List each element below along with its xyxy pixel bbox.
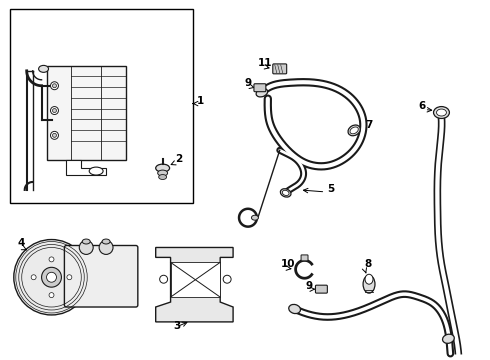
Ellipse shape bbox=[256, 89, 268, 97]
Circle shape bbox=[52, 109, 56, 113]
Circle shape bbox=[52, 133, 56, 137]
Ellipse shape bbox=[102, 239, 110, 244]
Ellipse shape bbox=[350, 127, 358, 134]
Ellipse shape bbox=[348, 125, 360, 136]
Circle shape bbox=[99, 240, 113, 255]
Circle shape bbox=[14, 239, 89, 315]
Ellipse shape bbox=[434, 107, 449, 118]
Ellipse shape bbox=[437, 109, 446, 116]
Ellipse shape bbox=[363, 275, 375, 293]
Circle shape bbox=[42, 267, 61, 287]
Ellipse shape bbox=[251, 215, 258, 220]
Polygon shape bbox=[66, 160, 106, 175]
Ellipse shape bbox=[280, 189, 291, 197]
Ellipse shape bbox=[282, 190, 289, 195]
Circle shape bbox=[47, 272, 56, 282]
Ellipse shape bbox=[365, 274, 373, 284]
Text: 1: 1 bbox=[196, 96, 204, 105]
Text: 11: 11 bbox=[258, 58, 272, 68]
Circle shape bbox=[160, 275, 168, 283]
Ellipse shape bbox=[158, 170, 168, 176]
Circle shape bbox=[49, 257, 54, 262]
FancyBboxPatch shape bbox=[254, 84, 266, 92]
Circle shape bbox=[31, 275, 36, 280]
Circle shape bbox=[223, 275, 231, 283]
Circle shape bbox=[50, 131, 58, 139]
Text: 9: 9 bbox=[244, 78, 251, 88]
Text: 8: 8 bbox=[364, 259, 371, 269]
Ellipse shape bbox=[289, 305, 300, 314]
FancyBboxPatch shape bbox=[316, 285, 327, 293]
Circle shape bbox=[50, 107, 58, 114]
Text: 3: 3 bbox=[173, 321, 181, 331]
Text: 7: 7 bbox=[365, 120, 372, 130]
Ellipse shape bbox=[159, 175, 167, 180]
FancyBboxPatch shape bbox=[301, 255, 308, 261]
Text: 10: 10 bbox=[281, 259, 295, 269]
Text: 6: 6 bbox=[418, 100, 426, 111]
FancyBboxPatch shape bbox=[64, 246, 138, 307]
Text: 4: 4 bbox=[18, 238, 25, 248]
Bar bbox=[47, 66, 126, 160]
Ellipse shape bbox=[89, 167, 103, 175]
Circle shape bbox=[50, 82, 58, 90]
Text: 2: 2 bbox=[175, 154, 183, 164]
Ellipse shape bbox=[39, 66, 49, 72]
Bar bbox=[10, 9, 194, 203]
Circle shape bbox=[52, 84, 56, 88]
Text: 5: 5 bbox=[327, 184, 335, 194]
Ellipse shape bbox=[156, 164, 170, 172]
Ellipse shape bbox=[442, 334, 454, 343]
Polygon shape bbox=[171, 262, 220, 297]
FancyBboxPatch shape bbox=[273, 64, 287, 74]
Circle shape bbox=[79, 240, 93, 255]
Polygon shape bbox=[156, 247, 233, 322]
Circle shape bbox=[49, 293, 54, 298]
Text: 9: 9 bbox=[306, 281, 313, 291]
Circle shape bbox=[67, 275, 72, 280]
Ellipse shape bbox=[82, 239, 90, 244]
